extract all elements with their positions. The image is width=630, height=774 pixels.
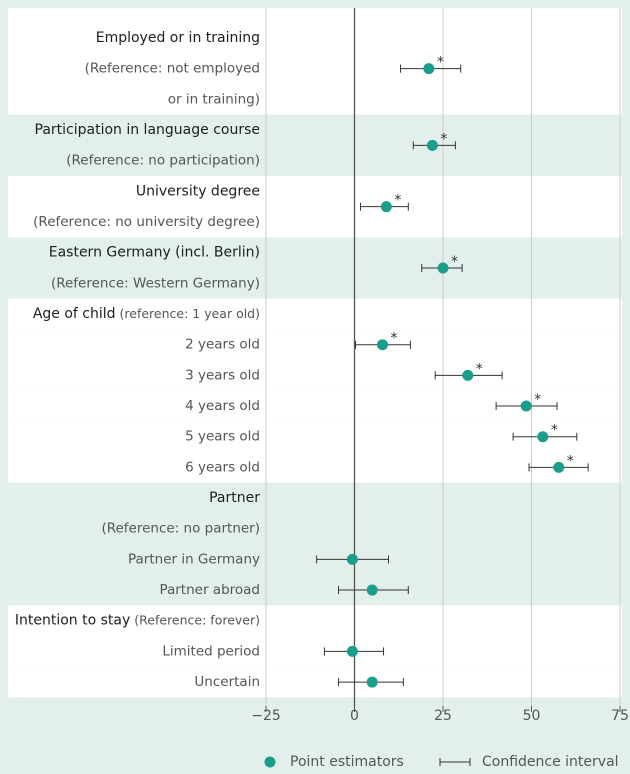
- row-band: [8, 176, 622, 238]
- row-band: [8, 544, 622, 575]
- heading-text: University degree: [136, 183, 260, 199]
- heading-text: Participation in language course: [35, 122, 261, 138]
- row-band: [8, 482, 622, 545]
- legend-label: Confidence interval: [482, 754, 619, 770]
- heading-text: Intention to stay: [15, 613, 130, 629]
- point: [346, 553, 358, 565]
- row-label: (Reference: Western Germany): [51, 275, 260, 291]
- row-label: 3 years old: [185, 367, 260, 383]
- row-band: [8, 574, 622, 606]
- point: [426, 139, 438, 151]
- x-tick-label: 0: [350, 708, 359, 724]
- row-band: [8, 329, 622, 361]
- point: [423, 63, 435, 75]
- row-label: 5 years old: [185, 429, 260, 445]
- significance-mark: *: [567, 453, 574, 469]
- x-tick-label: 50: [523, 708, 541, 724]
- heading-text: Eastern Germany (incl. Berlin): [49, 245, 260, 261]
- row-band: [8, 452, 622, 483]
- point: [553, 461, 565, 473]
- row-band: [8, 636, 622, 667]
- row-label: (Reference: no partner): [101, 521, 260, 537]
- legend-label: Point estimators: [290, 754, 404, 770]
- row-heading: University degree: [136, 183, 260, 199]
- significance-mark: *: [451, 254, 458, 270]
- point: [366, 676, 378, 688]
- row-heading: Age of child (reference: 1 year old): [33, 306, 260, 323]
- row-band: [8, 605, 622, 637]
- significance-mark: *: [440, 131, 447, 147]
- point: [537, 431, 549, 443]
- heading-text: Age of child: [33, 306, 116, 322]
- row-label: 2 years old: [185, 337, 260, 353]
- heading-note: (Reference: forever): [134, 612, 260, 627]
- row-heading: Employed or in training: [96, 30, 260, 46]
- row-band: [8, 237, 622, 299]
- significance-mark: *: [437, 55, 444, 71]
- row-label: Partner in Germany: [128, 551, 260, 567]
- point: [520, 400, 532, 412]
- significance-mark: *: [551, 423, 558, 439]
- point: [366, 584, 378, 596]
- row-heading: Partner: [209, 490, 260, 506]
- row-label: 4 years old: [185, 398, 260, 414]
- row-band: [8, 360, 622, 391]
- row-label: Uncertain: [194, 674, 260, 690]
- point: [437, 262, 449, 274]
- legend-point: [264, 756, 276, 768]
- point: [380, 201, 392, 213]
- significance-mark: *: [394, 193, 401, 209]
- row-label: (Reference: not employed: [85, 61, 260, 77]
- row-label: (Reference: no university degree): [33, 214, 260, 230]
- row-label: (Reference: no participation): [66, 153, 260, 169]
- significance-mark: *: [390, 331, 397, 347]
- row-label: or in training): [168, 91, 260, 107]
- point: [376, 339, 388, 351]
- heading-note: (reference: 1 year old): [120, 306, 260, 321]
- x-tick-label: −25: [251, 708, 281, 724]
- heading-text: Partner: [209, 490, 260, 506]
- significance-mark: *: [476, 361, 483, 377]
- significance-mark: *: [534, 392, 541, 408]
- row-heading: Eastern Germany (incl. Berlin): [49, 245, 260, 261]
- point: [462, 369, 474, 381]
- row-band: [8, 114, 622, 177]
- point: [346, 645, 358, 657]
- row-label: 6 years old: [185, 459, 260, 475]
- row-label: Partner abroad: [159, 582, 260, 598]
- row-band: [8, 8, 622, 115]
- row-heading: Participation in language course: [35, 122, 261, 138]
- row-band: [8, 666, 622, 698]
- bands: [8, 8, 622, 698]
- row-heading: Intention to stay (Reference: forever): [15, 612, 260, 629]
- row-label: Limited period: [162, 643, 260, 659]
- x-tick-label: 25: [434, 708, 452, 724]
- heading-text: Employed or in training: [96, 30, 260, 46]
- row-band: [8, 298, 622, 330]
- x-tick-label: 75: [611, 708, 629, 724]
